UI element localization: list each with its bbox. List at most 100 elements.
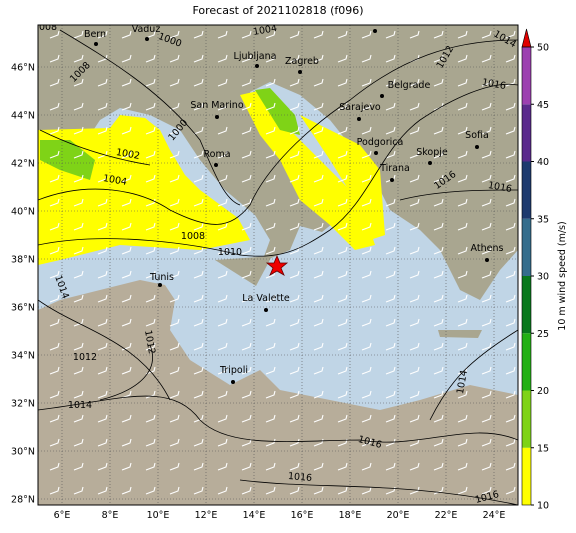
wind-barb [217,462,228,471]
wind-barb [121,462,132,471]
wind-barb [361,222,372,231]
wind-barb [73,294,84,303]
wind-barb [217,78,228,87]
wind-barb [73,438,84,447]
wind-barb [49,390,60,399]
wind-barb [241,294,252,303]
wind-barb [385,54,396,63]
wind-barb [169,342,180,351]
wind-barb [409,414,420,423]
wind-barb [505,30,516,39]
wind-barb [241,174,252,183]
isobar-label: 1010 [218,247,242,258]
wind-barb [337,150,348,159]
wind-barb [313,414,324,423]
wind-barb [433,318,444,327]
wind-barb [409,486,420,495]
wind-barb [481,54,492,63]
wind-barb [313,102,324,111]
wind-barb [481,270,492,279]
wind-barb [385,246,396,255]
wind-barb [457,102,468,111]
colorbar-segment [522,161,531,219]
wind-barb [145,438,156,447]
wind-barb [385,222,396,231]
wind-barb [169,390,180,399]
lon-label: 20°E [387,510,410,521]
wind-barb [385,294,396,303]
wind-barb [385,78,396,87]
wind-barb [481,198,492,207]
wind-barb [121,486,132,495]
wind-barb [505,222,516,231]
colorbar-tick-label: 45 [537,100,549,111]
wind-barb [241,414,252,423]
wind-barb [337,462,348,471]
wind-barb [193,174,204,183]
wind-barb [505,342,516,351]
city-dot [215,115,219,119]
wind-barb [121,150,132,159]
wind-barb [49,222,60,231]
wind-barb [385,270,396,279]
colorbar: 10 15 20 25 30 35 40 45 50 10 m wind speed (m/s) [521,28,568,512]
wind-barb [265,366,276,375]
wind-barb [385,30,396,39]
wind-barb [457,318,468,327]
wind-barb [289,414,300,423]
wind-barb [265,222,276,231]
wind-barb [217,174,228,183]
wind-barb [457,486,468,495]
wind-barb [409,126,420,135]
wind-barb [337,318,348,327]
wind-barb [409,174,420,183]
wind-barb [361,78,372,87]
wind-barb [241,222,252,231]
wind-barb [265,30,276,39]
wind-barb [97,30,108,39]
wind-barb [169,222,180,231]
wind-barb [217,270,228,279]
wind-barb [313,198,324,207]
wind-barb [241,54,252,63]
wind-barb [313,222,324,231]
wind-barb [481,174,492,183]
wind-barb [433,54,444,63]
wind-barb [481,366,492,375]
wind-barb [481,438,492,447]
wind-barb [49,366,60,375]
wind-barb [289,270,300,279]
wind-barb [433,462,444,471]
wind-barb [145,174,156,183]
colorbar-segment [522,333,531,391]
wind-barb [361,150,372,159]
wind-barb [385,438,396,447]
lat-label: 38°N [11,255,35,266]
wind-barb [433,486,444,495]
isobar-label: 1014 [455,369,470,395]
wind-barb [193,342,204,351]
wind-barb [433,174,444,183]
wind-barb [145,54,156,63]
wind-barb [361,294,372,303]
wind-barb [121,78,132,87]
wind-barb [193,390,204,399]
city-label: Zagreb [285,56,319,67]
wind-barb [361,102,372,111]
wind-barb [241,486,252,495]
wind-barb [313,78,324,87]
wind-barb [73,486,84,495]
wind-barb [169,78,180,87]
wind-barb [361,414,372,423]
city-dot [255,64,259,68]
wind-barb [145,102,156,111]
wind-barb [457,390,468,399]
wind-barb [169,54,180,63]
city-dot [214,163,218,167]
wind-barb [433,294,444,303]
city-label: Tirana [379,163,410,174]
wind-barb [241,78,252,87]
wind-barb [457,294,468,303]
colorbar-segment [522,447,531,505]
